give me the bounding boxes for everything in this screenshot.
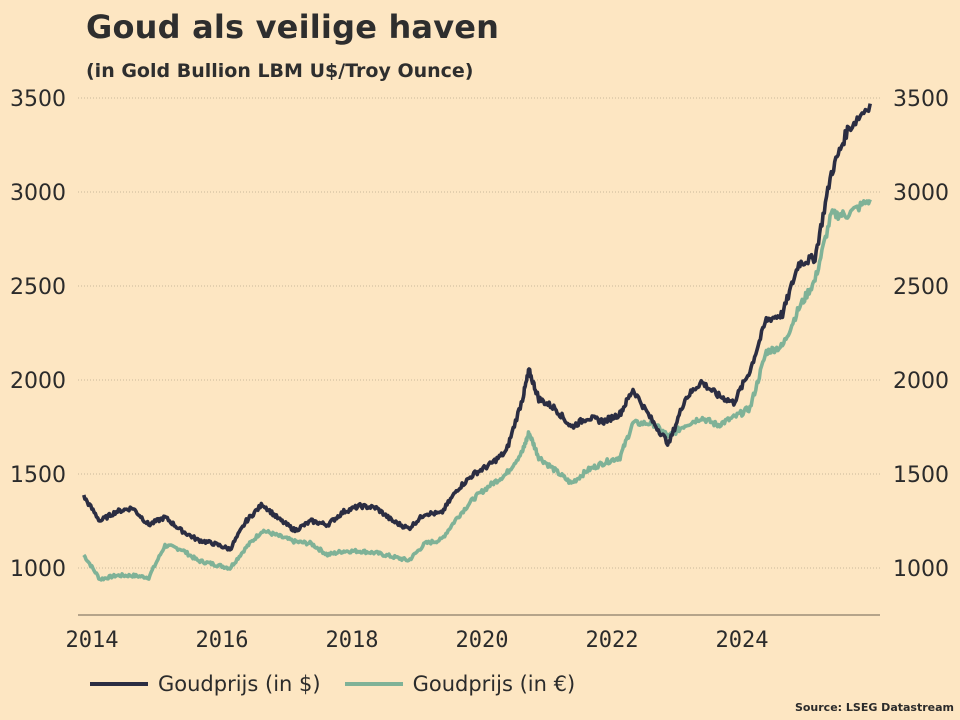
x-tick-label: 2024 (716, 628, 769, 653)
y-tick-label-left: 2500 (10, 275, 66, 300)
legend: Goudprijs (in $) Goudprijs (in €) (90, 672, 599, 696)
y-tick-label-left: 1000 (10, 557, 66, 582)
y-tick-label-right: 3000 (893, 181, 949, 206)
legend-swatch-usd (90, 682, 148, 686)
source-note: Source: LSEG Datastream (794, 701, 954, 714)
x-tick-label: 2018 (326, 628, 379, 653)
legend-label-eur: Goudprijs (in €) (412, 672, 576, 696)
x-tick-label: 2016 (196, 628, 249, 653)
legend-swatch-eur (344, 682, 403, 686)
legend-item-usd: Goudprijs (in $) (90, 672, 321, 696)
y-tick-label-left: 3500 (10, 87, 66, 112)
y-tick-label-right: 1000 (893, 557, 949, 582)
legend-item-eur: Goudprijs (in €) (344, 672, 576, 696)
x-tick-label: 2020 (456, 628, 509, 653)
chart-subtitle: (in Gold Bullion LBM U$/Troy Ounce) (86, 60, 474, 82)
series-line-eur (82, 198, 872, 582)
x-tick-label: 2022 (586, 628, 639, 653)
y-tick-label-right: 2500 (893, 275, 949, 300)
y-tick-label-left: 2000 (10, 369, 66, 394)
y-tick-label-right: 3500 (893, 87, 949, 112)
series-line-usd (82, 103, 872, 552)
chart-title: Goud als veilige haven (86, 8, 500, 46)
x-tick-label: 2014 (66, 628, 119, 653)
legend-label-usd: Goudprijs (in $) (158, 672, 321, 696)
y-tick-label-left: 1500 (10, 463, 66, 488)
y-tick-label-left: 3000 (10, 181, 66, 206)
y-tick-label-right: 2000 (893, 369, 949, 394)
y-tick-label-right: 1500 (893, 463, 949, 488)
